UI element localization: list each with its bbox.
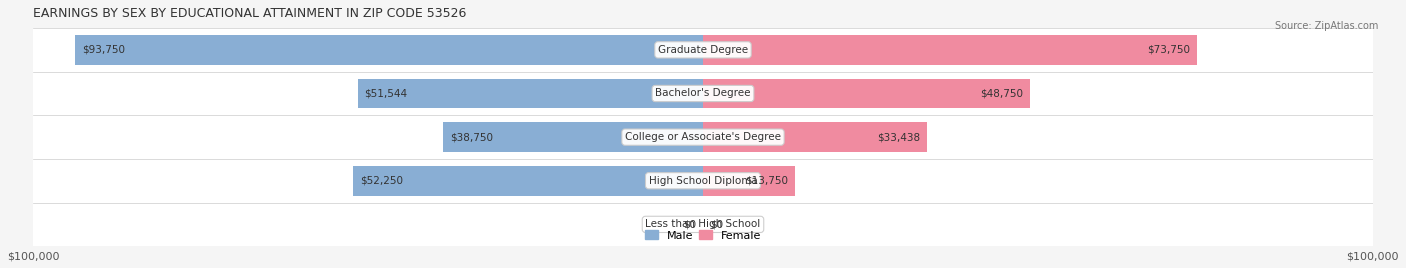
Bar [353,166,703,196]
Bar [703,79,1029,108]
Text: EARNINGS BY SEX BY EDUCATIONAL ATTAINMENT IN ZIP CODE 53526: EARNINGS BY SEX BY EDUCATIONAL ATTAINMEN… [34,7,467,20]
Bar [703,166,796,196]
Text: High School Diploma: High School Diploma [648,176,758,186]
Text: $33,438: $33,438 [877,132,921,142]
Text: $73,750: $73,750 [1147,45,1191,55]
Bar [443,122,703,152]
Bar [34,115,1372,159]
Text: Less than High School: Less than High School [645,219,761,229]
Bar [703,122,927,152]
Text: Graduate Degree: Graduate Degree [658,45,748,55]
Bar [34,159,1372,203]
Text: College or Associate's Degree: College or Associate's Degree [626,132,780,142]
Text: $52,250: $52,250 [360,176,402,186]
Text: $48,750: $48,750 [980,88,1022,99]
Bar [34,28,1372,72]
Bar [75,35,703,65]
Text: Source: ZipAtlas.com: Source: ZipAtlas.com [1274,21,1378,31]
Bar [34,203,1372,246]
Text: $0: $0 [683,219,696,229]
Text: $38,750: $38,750 [450,132,494,142]
Text: $51,544: $51,544 [364,88,408,99]
Text: $0: $0 [710,219,723,229]
Bar [357,79,703,108]
Text: $93,750: $93,750 [82,45,125,55]
Text: Bachelor's Degree: Bachelor's Degree [655,88,751,99]
Bar [703,35,1197,65]
Text: $13,750: $13,750 [745,176,789,186]
Legend: Male, Female: Male, Female [640,226,766,245]
Bar [34,72,1372,115]
